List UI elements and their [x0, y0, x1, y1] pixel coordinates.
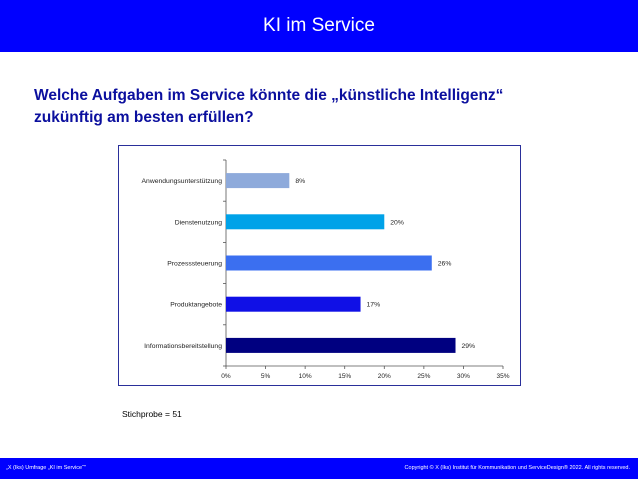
- footer-bar: „X (Iks) Umfrage „KI im Service“" Copyri…: [0, 458, 638, 479]
- bar-chart: 0% 5% 10% 15% 20% 25% 30% 35% Anwendungsunterstü…: [142, 159, 510, 380]
- category-label: Dienstenutzung: [175, 219, 222, 226]
- category-label: Prozesssteuerung: [167, 261, 222, 268]
- x-tick-label: 35%: [496, 373, 509, 380]
- category-label: Produktangebote: [170, 302, 222, 309]
- bar: [226, 255, 432, 271]
- page-title: KI im Service: [263, 15, 375, 36]
- data-label: 20%: [390, 219, 404, 226]
- x-tick-label: 5%: [261, 373, 271, 380]
- data-label: 29%: [462, 343, 476, 350]
- x-tick-label: 0%: [221, 373, 231, 380]
- question-line-1: Welche Aufgaben im Service könnte die „k…: [34, 87, 504, 104]
- bar: [226, 296, 361, 312]
- footer-copyright: Copyright © X (Iks) Institut für Kommuni…: [404, 465, 630, 471]
- bar: [226, 214, 385, 230]
- title-bar: KI im Service: [0, 0, 638, 52]
- chart-frame: 0% 5% 10% 15% 20% 25% 30% 35% Anwendungsunterstü…: [118, 145, 521, 386]
- category-label: Informationsbereitstellung: [144, 343, 222, 350]
- x-tick-label: 15%: [338, 373, 351, 380]
- data-label: 17%: [367, 302, 381, 309]
- data-label: 26%: [438, 261, 452, 268]
- sample-size: Stichprobe = 51: [122, 409, 182, 419]
- category-label: Anwendungsunterstützung: [142, 178, 223, 185]
- bar: [226, 173, 290, 189]
- footer-left: „X (Iks) Umfrage „KI im Service“": [6, 465, 86, 471]
- x-tick-label: 30%: [457, 373, 470, 380]
- data-label: 8%: [295, 178, 305, 185]
- x-tick-label: 25%: [417, 373, 430, 380]
- bar: [226, 337, 456, 353]
- x-tick-label: 20%: [378, 373, 391, 380]
- question-line-2: zukünftig am besten erfüllen?: [34, 109, 254, 126]
- survey-question: Welche Aufgaben im Service könnte die „k…: [34, 85, 614, 129]
- x-tick-label: 10%: [299, 373, 312, 380]
